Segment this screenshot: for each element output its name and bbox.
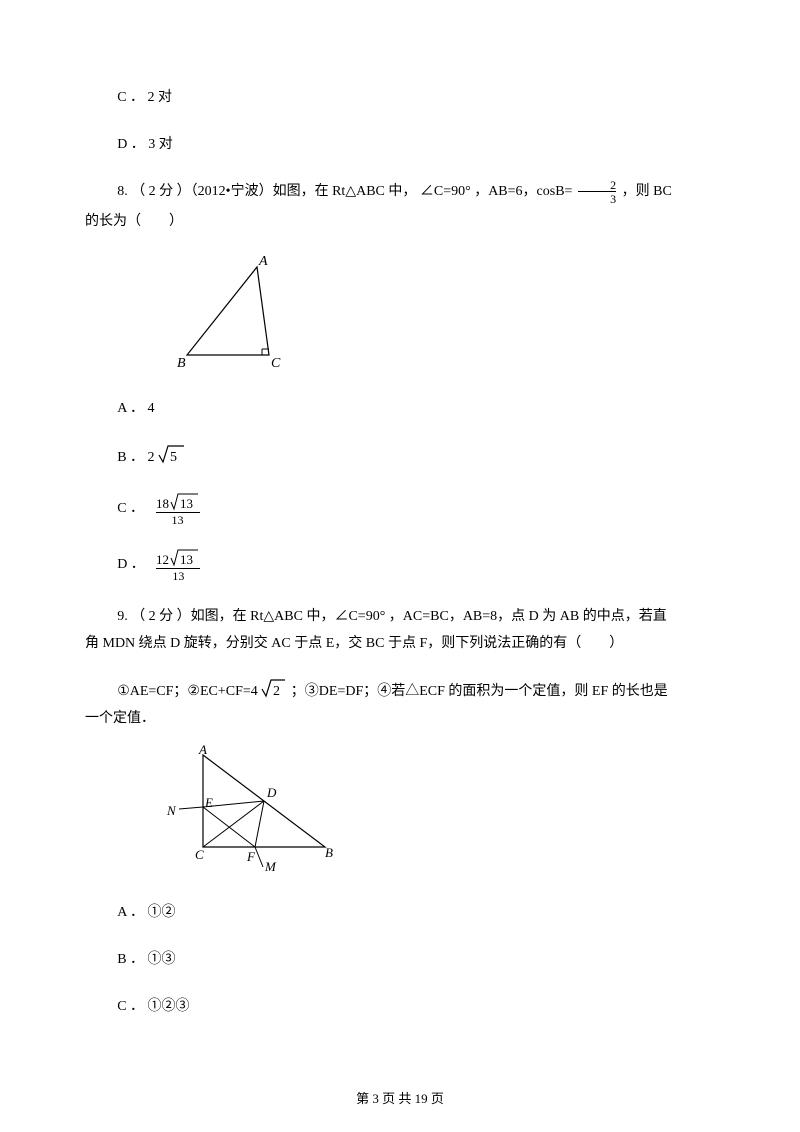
q9-figure-svg: A B C D E F M N — [165, 745, 355, 875]
q8-optC-num: 18 13 — [156, 492, 200, 512]
q8-option-b: B ． 2 5 — [117, 443, 715, 470]
q9-option-b: B ． ①③ — [117, 947, 715, 972]
q9-stem-line2-text: 角 MDN 绕点 D 旋转，分别交 AC 于点 E，交 BC 于点 F，则下列说… — [85, 636, 623, 651]
q8-option-a: A ． 4 — [117, 396, 715, 421]
q8-optD-num-svg: 12 13 — [156, 548, 200, 568]
q9-option-b-text: B ． ①③ — [117, 952, 175, 967]
q8-optC-den: 13 — [156, 512, 200, 526]
svg-text:D: D — [266, 785, 277, 800]
q8-optD-den: 13 — [156, 568, 200, 582]
q7-option-d: D ． 3 对 — [117, 132, 715, 157]
q8-option-d-prefix: D ． — [117, 557, 145, 572]
q9-figure: A B C D E F M N — [165, 745, 715, 884]
svg-text:13: 13 — [180, 552, 193, 567]
q8-option-d-frac: 12 13 13 — [156, 548, 200, 582]
svg-text:18: 18 — [156, 496, 169, 511]
sqrt-icon: 2 — [261, 677, 287, 699]
q9-stmt-suffix: ；③DE=DF；④若△ECF 的面积为一个定值，则 EF 的长也是 — [291, 684, 668, 699]
q8-frac-2-3: 2 3 — [578, 179, 616, 205]
q8-optD-num: 12 13 — [156, 548, 200, 568]
svg-text:M: M — [264, 859, 277, 874]
q8-stem-line2: 的长为（ ） — [85, 209, 715, 234]
q9-option-a: A ． ①② — [117, 900, 715, 925]
q8-option-d: D ． 12 13 13 — [117, 548, 715, 582]
q8-stem-prefix: 8. （ 2 分 ）（2012•宁波）如图，在 Rt△ABC 中， ∠C=90°… — [117, 185, 576, 200]
svg-text:F: F — [246, 849, 256, 864]
svg-text:13: 13 — [180, 496, 193, 511]
svg-text:E: E — [204, 795, 213, 810]
q9-stmt-prefix: ①AE=CF；②EC+CF=4 — [117, 684, 261, 699]
q8-label-A: A — [258, 254, 268, 269]
q8-label-B: B — [177, 356, 186, 371]
page-footer: 第 3 页 共 19 页 — [0, 1087, 800, 1110]
q9-statements: ①AE=CF；②EC+CF=4 2 ；③DE=DF；④若△ECF 的面积为一个定… — [85, 677, 715, 704]
q8-option-c-prefix: C ． — [117, 501, 144, 516]
svg-text:N: N — [166, 803, 177, 818]
q9-option-a-text: A ． ①② — [117, 905, 175, 920]
q8-option-a-text: A ． 4 — [117, 401, 154, 416]
q9-option-c-text: C ． ①②③ — [117, 999, 189, 1014]
q8-triangle-svg: A B C — [165, 251, 305, 371]
q8-stem: 8. （ 2 分 ）（2012•宁波）如图，在 Rt△ABC 中， ∠C=90°… — [85, 179, 715, 205]
q8-stem-line2-text: 的长为（ ） — [85, 214, 183, 229]
q8-frac-num: 2 — [578, 179, 616, 191]
page-footer-text: 第 3 页 共 19 页 — [356, 1091, 444, 1106]
q7-option-c: C ． 2 对 — [117, 85, 715, 110]
svg-text:C: C — [195, 847, 204, 862]
q8-option-c-frac: 18 13 13 — [156, 492, 200, 526]
q9-stem-line2: 角 MDN 绕点 D 旋转，分别交 AC 于点 E，交 BC 于点 F，则下列说… — [85, 631, 715, 656]
q8-stem-suffix: ，则 BC — [622, 185, 672, 200]
q9-stmt-line2-text: 一个定值． — [85, 711, 155, 726]
q8-figure: A B C — [165, 251, 715, 380]
q9-stem-line1: 9. （ 2 分 ）如图，在 Rt△ABC 中，∠C=90° ，AC=BC，AB… — [85, 604, 715, 629]
q8-label-C: C — [271, 356, 281, 371]
svg-text:A: A — [198, 745, 207, 757]
sqrt-icon: 5 — [158, 443, 186, 465]
q9-surd-val: 2 — [273, 684, 280, 699]
q9-option-c: C ． ①②③ — [117, 994, 715, 1019]
svg-text:12: 12 — [156, 552, 169, 567]
q8-option-b-prefix: B ． 2 — [117, 450, 158, 465]
q8-frac-den: 3 — [578, 191, 616, 205]
q8-optC-num-svg: 18 13 — [156, 492, 200, 512]
q9-stem-line1-text: 9. （ 2 分 ）如图，在 Rt△ABC 中，∠C=90° ，AC=BC，AB… — [117, 609, 667, 624]
q8-optB-surd-val: 5 — [170, 450, 177, 465]
svg-text:B: B — [325, 845, 333, 860]
q8-option-c: C ． 18 13 13 — [117, 492, 715, 526]
q7-option-d-text: D ． 3 对 — [117, 137, 173, 152]
q7-option-c-text: C ． 2 对 — [117, 90, 172, 105]
q9-stmt-line2: 一个定值． — [85, 706, 715, 731]
